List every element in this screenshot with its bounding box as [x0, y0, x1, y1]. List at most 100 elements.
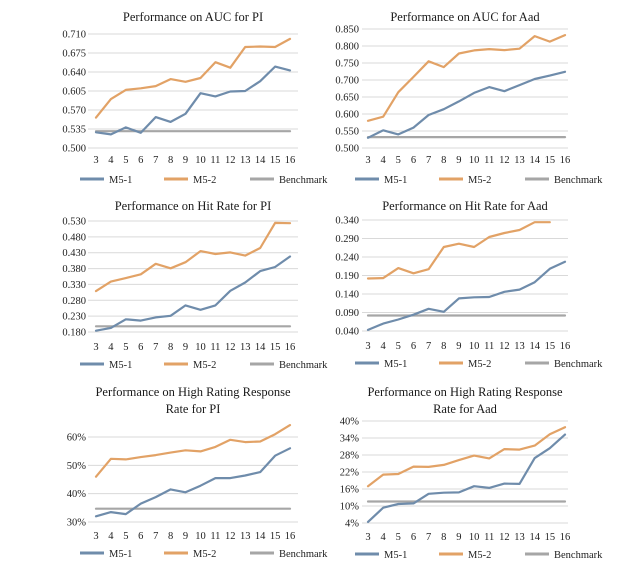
x-tick-label: 4 [108, 531, 114, 542]
y-tick-label: 34% [340, 434, 360, 445]
legend-label: M5-1 [384, 550, 407, 561]
chart-panel-0: Performance on AUC for PI 0.500 0.535 0.570… [62, 10, 328, 186]
x-tick-label: 16 [560, 155, 571, 166]
x-tick-label: 9 [183, 531, 188, 542]
legend-item-m5-2: M5-2 [164, 360, 216, 371]
x-tick-label: 8 [168, 342, 173, 353]
legend-item-m5-2: M5-2 [439, 175, 491, 186]
x-tick-label: 10 [195, 342, 206, 353]
y-tick-label: 0.530 [62, 217, 86, 228]
x-tick-label: 9 [456, 155, 461, 166]
x-tick-label: 11 [484, 155, 494, 166]
x-tick-label: 12 [499, 155, 510, 166]
x-tick-label: 15 [270, 342, 281, 353]
x-tick-label: 10 [469, 341, 480, 352]
legend-item-m5-2: M5-2 [439, 359, 491, 370]
series-line-m5-2 [366, 221, 551, 280]
x-tick-label: 11 [210, 155, 220, 166]
x-tick-label: 7 [426, 532, 431, 543]
x-tick-label: 9 [456, 341, 461, 352]
x-tick-label: 12 [499, 532, 510, 543]
legend-item-benchmark: Benchmark [250, 549, 328, 560]
series-line-m5-1 [94, 255, 292, 332]
x-tick-label: 7 [426, 341, 431, 352]
legend-label: M5-2 [193, 175, 216, 186]
chart-panel-2: Performance on Hit Rate for PI 0.180 0.230… [62, 199, 328, 371]
y-tick-label: 0.430 [62, 248, 86, 259]
legend-label: M5-1 [109, 175, 132, 186]
x-tick-label: 10 [469, 532, 480, 543]
y-tick-label: 30% [67, 518, 87, 529]
legend-item-m5-1: M5-1 [80, 549, 132, 560]
y-tick-label: 16% [340, 485, 360, 496]
x-tick-label: 16 [560, 341, 571, 352]
x-tick-label: 5 [123, 531, 128, 542]
x-tick-label: 13 [240, 531, 251, 542]
x-tick-label: 6 [138, 155, 143, 166]
y-tick-label: 0.140 [335, 290, 359, 301]
legend-label: M5-2 [468, 359, 491, 370]
x-tick-label: 7 [153, 531, 158, 542]
legend-item-m5-1: M5-1 [355, 175, 407, 186]
chart-title: Performance on AUC for Aad [390, 10, 540, 24]
y-tick-label: 4% [345, 519, 359, 530]
chart-title: Performance on High Rating Response [367, 385, 563, 399]
x-tick-label: 13 [240, 342, 251, 353]
x-tick-label: 13 [240, 155, 251, 166]
y-tick-label: 0.675 [62, 49, 86, 60]
x-tick-label: 15 [545, 155, 556, 166]
legend-label: M5-2 [193, 549, 216, 560]
legend-item-benchmark: Benchmark [525, 175, 603, 186]
x-tick-label: 12 [499, 341, 510, 352]
x-tick-label: 16 [560, 532, 571, 543]
x-tick-label: 4 [108, 342, 114, 353]
chart-panel-3: Performance on Hit Rate for Aad 0.040 0.09… [335, 199, 603, 370]
legend-item-m5-2: M5-2 [164, 175, 216, 186]
y-tick-label: 0.800 [335, 42, 359, 53]
legend-label: Benchmark [279, 360, 328, 371]
legend-item-benchmark: Benchmark [525, 550, 603, 561]
legend-label: M5-2 [468, 175, 491, 186]
y-tick-label: 0.750 [335, 59, 359, 70]
y-tick-label: 40% [67, 489, 87, 500]
x-tick-label: 15 [270, 531, 281, 542]
legend-item-m5-2: M5-2 [439, 550, 491, 561]
y-tick-label: 10% [340, 502, 360, 513]
legend-item-m5-1: M5-1 [80, 360, 132, 371]
x-tick-label: 4 [381, 155, 387, 166]
x-tick-label: 15 [270, 155, 281, 166]
chart-title: Performance on AUC for PI [123, 10, 263, 24]
y-tick-label: 0.700 [335, 76, 359, 87]
x-tick-label: 3 [93, 531, 98, 542]
x-tick-label: 13 [514, 155, 525, 166]
x-tick-label: 7 [153, 342, 158, 353]
legend-label: Benchmark [554, 175, 603, 186]
x-tick-label: 12 [225, 342, 236, 353]
y-tick-label: 0.535 [62, 125, 86, 136]
x-tick-label: 5 [123, 342, 128, 353]
chart-title: Performance on High Rating Response [95, 385, 291, 399]
y-tick-label: 0.480 [62, 232, 86, 243]
legend-item-m5-1: M5-1 [355, 550, 407, 561]
x-tick-label: 5 [123, 155, 128, 166]
x-tick-label: 5 [396, 341, 401, 352]
legend-label: M5-2 [468, 550, 491, 561]
y-tick-label: 0.710 [62, 30, 86, 41]
x-tick-label: 9 [456, 532, 461, 543]
y-tick-label: 0.500 [335, 144, 359, 155]
y-tick-label: 0.650 [335, 93, 359, 104]
x-tick-label: 15 [545, 341, 556, 352]
x-tick-label: 14 [529, 532, 540, 543]
x-tick-label: 3 [93, 155, 98, 166]
chart-panel-1: Performance on AUC for Aad 0.500 0.550 0.60… [335, 10, 603, 186]
y-tick-label: 0.605 [62, 87, 86, 98]
x-tick-label: 3 [365, 532, 370, 543]
x-tick-label: 11 [484, 532, 494, 543]
series-line-m5-1 [366, 260, 567, 331]
legend-label: Benchmark [554, 550, 603, 561]
y-tick-label: 22% [340, 468, 360, 479]
x-tick-label: 10 [195, 531, 206, 542]
x-tick-label: 4 [108, 155, 114, 166]
legend-label: Benchmark [279, 549, 328, 560]
